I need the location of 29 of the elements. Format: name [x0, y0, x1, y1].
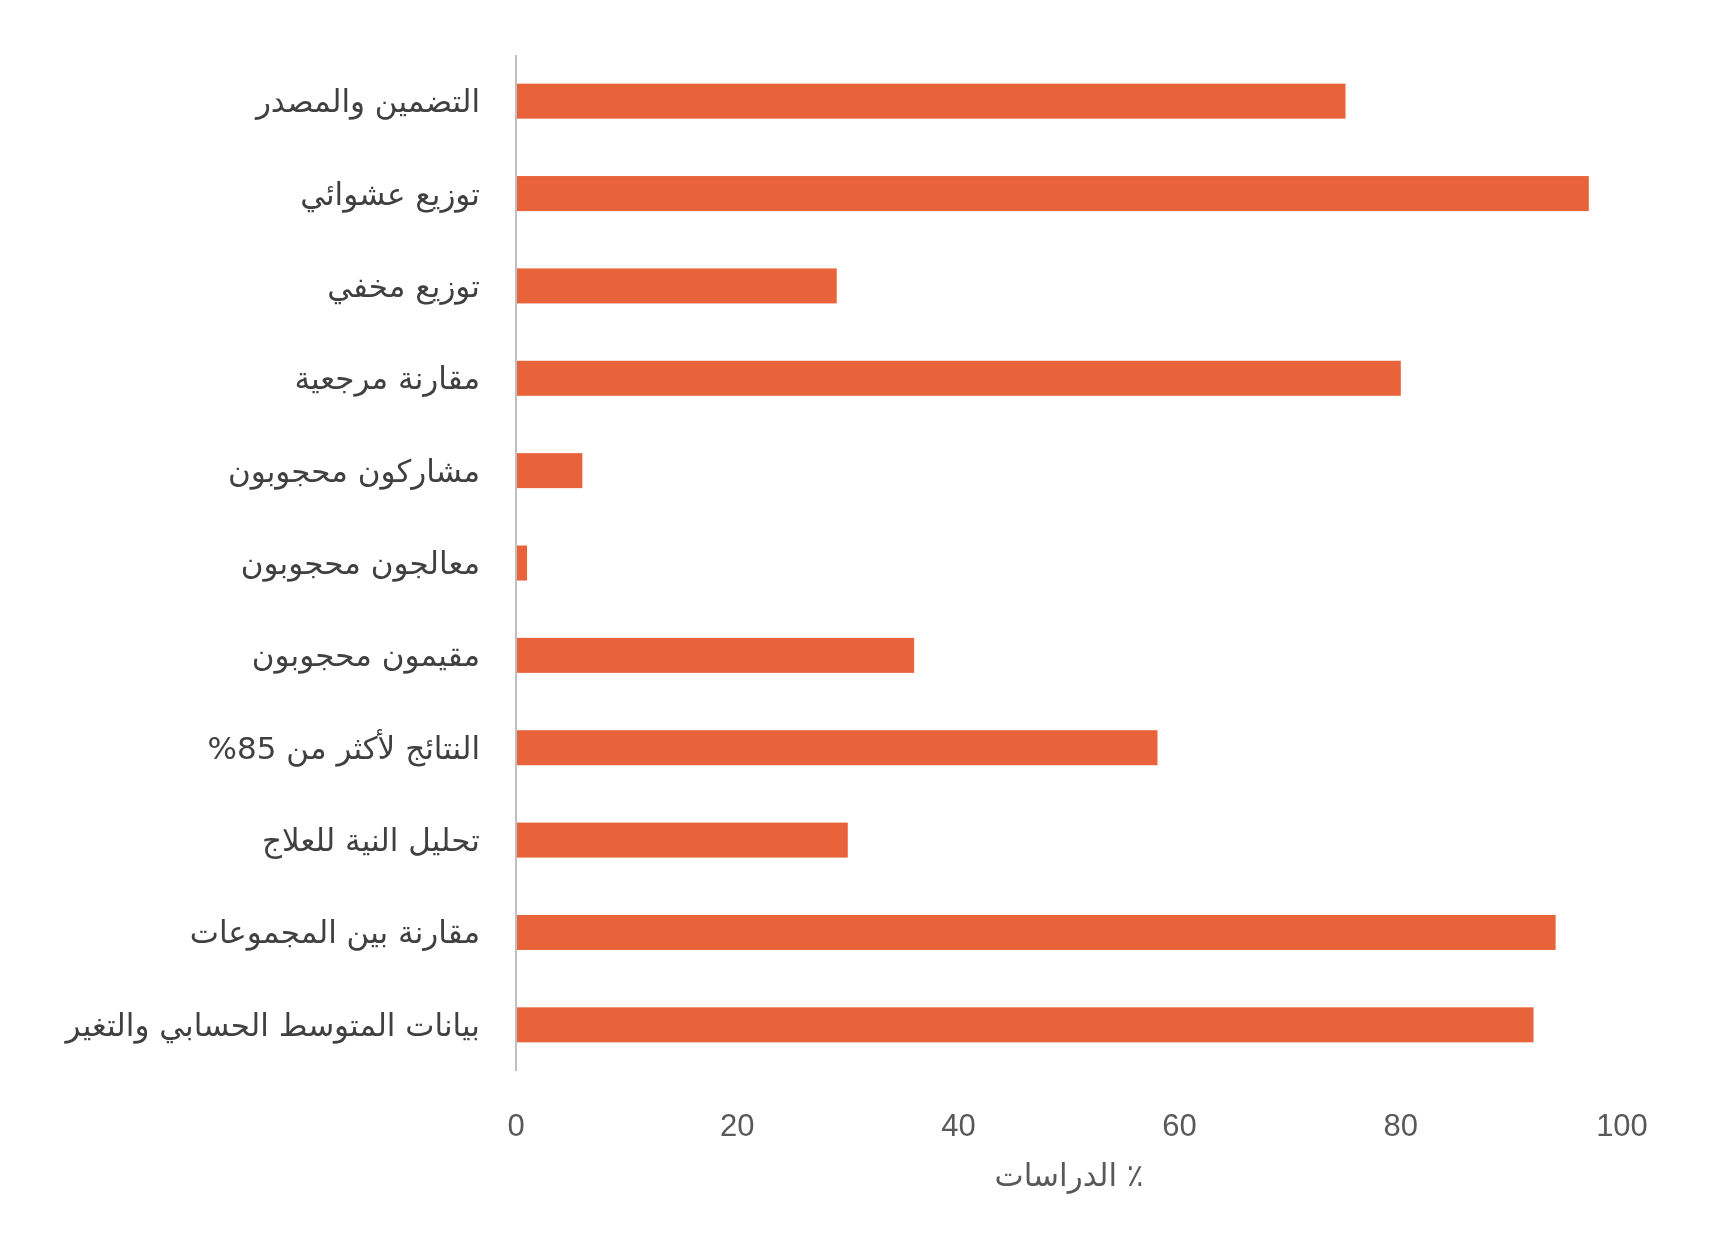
bar: [516, 176, 1589, 212]
y-tick-label: معالجون محجوبون: [240, 545, 480, 582]
bar: [516, 360, 1401, 396]
bar: [516, 914, 1556, 950]
y-tick-label: تحليل النية للعلاج: [262, 822, 480, 860]
x-tick-label: 80: [1383, 1108, 1419, 1143]
bar: [516, 453, 583, 489]
y-tick-label: مشاركون محجوبون: [227, 452, 480, 490]
bar: [516, 545, 528, 581]
bar: [516, 268, 837, 304]
y-tick-label: بيانات المتوسط الحسابي والتغير: [63, 1006, 480, 1044]
x-tick-label: 20: [719, 1108, 755, 1143]
x-tick-label: 40: [941, 1108, 976, 1143]
y-tick-label: مقارنة مرجعية: [294, 360, 480, 398]
y-tick-label: توزيع عشوائي: [300, 175, 480, 213]
bar: [516, 83, 1346, 119]
bar: [516, 730, 1158, 766]
bar: [516, 822, 848, 858]
y-tick-label: توزيع مخفي: [327, 267, 480, 305]
x-tick-label: 0: [507, 1108, 525, 1143]
y-tick-label: مقارنة بين المجموعات: [189, 914, 480, 952]
x-axis-title: ٪ الدراسات: [994, 1157, 1144, 1194]
y-tick-label: مقيمون محجوبون: [251, 637, 480, 675]
bar: [516, 637, 915, 673]
x-tick-label: 60: [1162, 1108, 1197, 1143]
y-tick-label: النتائج لأكثر من 85%: [207, 728, 480, 767]
x-tick-label: 100: [1596, 1108, 1648, 1143]
bar: [516, 1007, 1534, 1043]
y-tick-label: التضمين والمصدر: [253, 83, 480, 121]
